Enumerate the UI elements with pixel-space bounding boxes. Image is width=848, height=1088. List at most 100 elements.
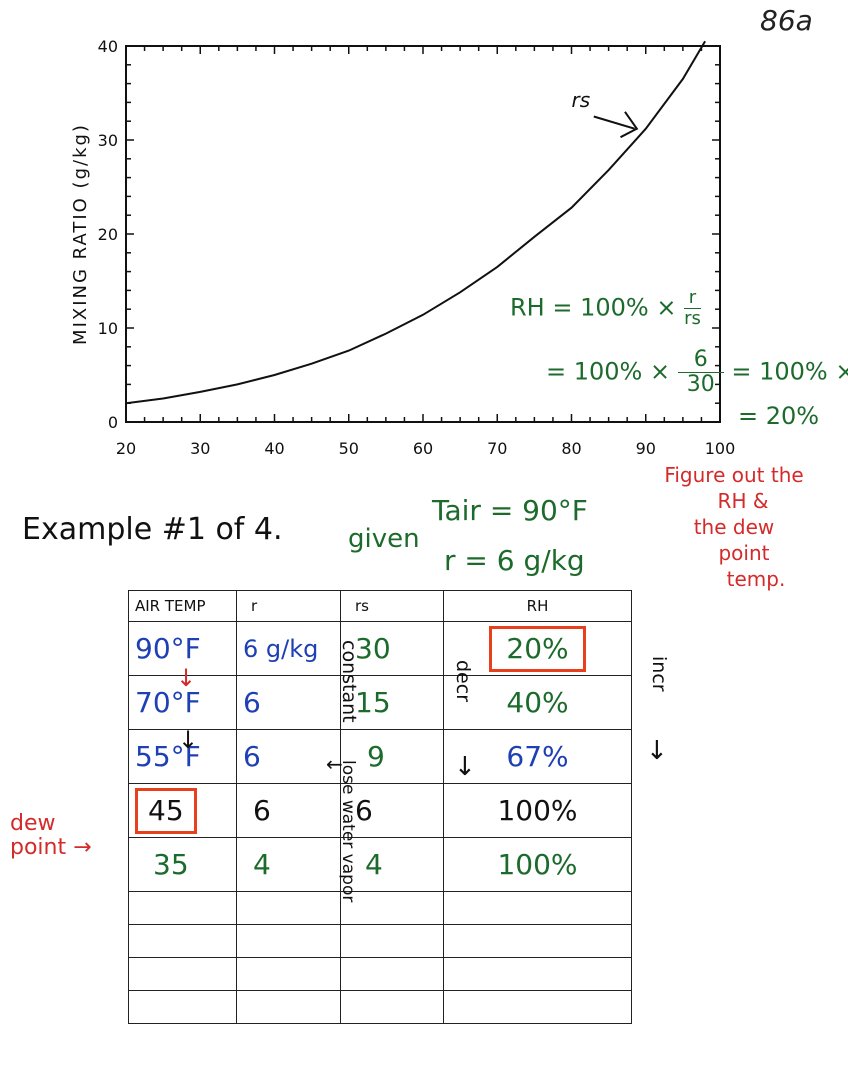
x-tick-label: 70 xyxy=(487,439,507,458)
rh-cell: 20% xyxy=(443,621,632,676)
table-row-empty xyxy=(128,957,632,991)
given-r: r = 6 g/kg xyxy=(444,544,585,577)
formula-line1-den: rs xyxy=(684,308,701,329)
incr-note: incr xyxy=(648,656,670,692)
rh-cell: 40% xyxy=(443,675,632,730)
r-cell: 6 xyxy=(236,729,341,784)
empty-cell xyxy=(128,990,237,1024)
y-tick-label: 10 xyxy=(98,319,118,338)
constant-left-arrow-icon: ← xyxy=(326,752,343,776)
formula-line1-num: r xyxy=(684,288,701,309)
decr-down-arrow-icon: ↓ xyxy=(454,752,476,782)
empty-cell xyxy=(443,924,632,958)
x-tick-label: 30 xyxy=(190,439,210,458)
dew-point-label: dew point → xyxy=(10,812,92,860)
y-tick-label: 0 xyxy=(108,413,118,432)
y-axis-label: MIXING RATIO (g/kg) xyxy=(70,123,91,345)
given-label: given xyxy=(348,524,420,554)
x-tick-label: 20 xyxy=(116,439,136,458)
rh-formula: RH = 100% × r rs xyxy=(510,288,701,329)
header-rh: RH xyxy=(443,590,632,622)
empty-cell xyxy=(236,957,341,991)
table-row: 55°F 6 9 67% xyxy=(128,729,632,784)
lose-water-vapor-note: lose water vapor xyxy=(338,760,358,903)
x-tick-label: 80 xyxy=(561,439,581,458)
empty-cell xyxy=(340,990,444,1024)
example-title: Example #1 of 4. xyxy=(22,512,283,547)
x-axis-label: AIR TEMPERATURE (°F) xyxy=(320,468,566,470)
dew-point-line-2: point → xyxy=(10,836,92,860)
incr-down-arrow-icon: ↓ xyxy=(646,736,668,766)
formula-line2-den: 30 xyxy=(686,372,715,397)
rh-cell: 100% xyxy=(443,783,632,838)
constant-note: constant xyxy=(338,640,360,723)
temp-cell: 70°F xyxy=(128,675,237,730)
instruction-line-1: Figure out the xyxy=(664,463,804,487)
dew-point-line-1: dew xyxy=(10,811,56,836)
x-tick-label: 40 xyxy=(264,439,284,458)
rh-answer-box: 20% xyxy=(489,625,586,672)
given-tair: Tair = 90°F xyxy=(432,494,588,527)
instruction-line-2: RH & xyxy=(717,489,769,513)
y-tick-label: 30 xyxy=(98,131,118,150)
r-cell: 6 xyxy=(236,783,341,838)
instruction-line-5: temp. xyxy=(726,567,786,591)
mixing-ratio-chart: 20 30 40 50 60 70 80 90 100 0 10 20 30 40 AIR TEMPERAT… xyxy=(70,37,736,470)
table-row-empty xyxy=(128,891,632,925)
rs-cell: 9 xyxy=(340,729,444,784)
rs-curve xyxy=(125,40,706,405)
temp-cell: 35 xyxy=(128,837,237,892)
table-row-empty xyxy=(128,924,632,958)
rh-cell: 100% xyxy=(443,837,632,892)
empty-cell xyxy=(340,924,444,958)
y-tick-label: 20 xyxy=(98,225,118,244)
formula-line1: RH = 100% × xyxy=(510,293,677,322)
table-row: 90°F 6 g/kg 30 20% xyxy=(128,621,632,676)
x-tick-label: 100 xyxy=(705,439,736,458)
x-tick-label: 60 xyxy=(413,439,433,458)
empty-cell xyxy=(443,990,632,1024)
instruction-text: Figure out the RH & the dew point temp. xyxy=(634,462,834,592)
rh-formula-line2: = 100% × 6 30 = 100% × 1 5 xyxy=(546,348,848,397)
rh-cell: 67% xyxy=(443,729,632,784)
instruction-line-4: point xyxy=(718,541,770,565)
right-arrow-icon: → xyxy=(73,835,92,860)
dew-point-box: 45 xyxy=(135,787,197,834)
empty-cell xyxy=(340,891,444,925)
empty-cell xyxy=(443,891,632,925)
table-row: 45 6 6 100% xyxy=(128,783,632,838)
empty-cell xyxy=(236,924,341,958)
r-cell: 4 xyxy=(236,837,341,892)
arrow-head-icon xyxy=(620,111,639,139)
r-cell: 6 g/kg xyxy=(236,621,341,676)
empty-cell xyxy=(340,957,444,991)
x-tick-label: 50 xyxy=(339,439,359,458)
curve-label-rs: rs xyxy=(572,88,591,112)
table-row: 35 4 4 100% xyxy=(128,837,632,892)
formula-line2-prefix: = 100% × xyxy=(546,357,671,386)
empty-cell xyxy=(128,957,237,991)
formula-line3: = 20% xyxy=(738,402,820,430)
formula-line2-num: 6 xyxy=(677,348,724,373)
formula-line2-mid: = 100% × xyxy=(731,357,848,386)
x-tick-label: 90 xyxy=(636,439,656,458)
dew-point-line-2-text: point xyxy=(10,835,67,860)
y-tick-label: 40 xyxy=(98,37,118,56)
curve-arrow-icon xyxy=(593,115,635,130)
r-cell: 6 xyxy=(236,675,341,730)
temp-cell: 45 xyxy=(128,783,237,838)
rs-cell: 4 xyxy=(340,837,444,892)
temp-down-arrow-icon: ↓ xyxy=(176,664,197,692)
empty-cell xyxy=(236,990,341,1024)
instruction-line-3: the dew xyxy=(693,515,775,539)
data-table: AIR TEMP r rs RH 90°F 6 g/kg 30 20% 70°F… xyxy=(128,590,632,1024)
table-row-empty xyxy=(128,990,632,1024)
table-row: 70°F 6 15 40% xyxy=(128,675,632,730)
empty-cell xyxy=(443,957,632,991)
empty-cell xyxy=(128,891,237,925)
temp-down-arrow-icon: ↓ xyxy=(178,726,199,754)
header-air-temp: AIR TEMP xyxy=(128,590,237,622)
header-rs: rs xyxy=(340,590,444,622)
page-number: 86a xyxy=(760,4,813,37)
table-header-row: AIR TEMP r rs RH xyxy=(128,590,632,622)
